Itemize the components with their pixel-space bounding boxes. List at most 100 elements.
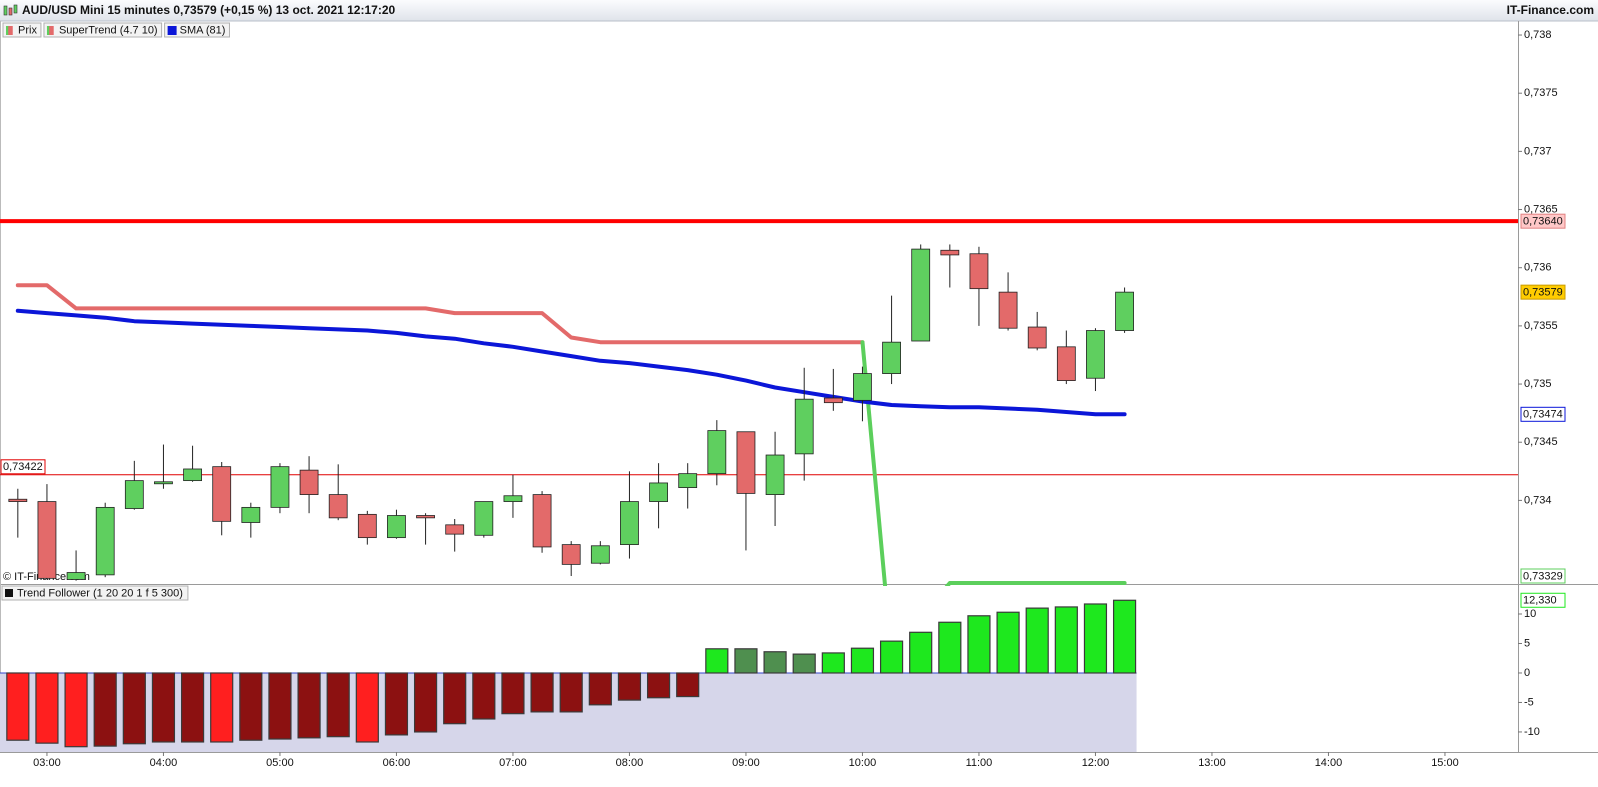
x-tick-label: 14:00 — [1315, 757, 1343, 769]
price-tag-box — [1520, 568, 1566, 584]
y-tick-label: 0 — [1524, 667, 1530, 679]
bar — [268, 672, 292, 740]
legend-item: SuperTrend (4.7 10) — [43, 22, 163, 38]
candle-body — [416, 515, 435, 519]
bar — [35, 672, 59, 744]
y-tick-label: 10 — [1524, 608, 1536, 620]
x-tick-label: 13:00 — [1198, 757, 1226, 769]
bar — [1083, 603, 1108, 674]
candle-body — [532, 494, 552, 548]
bar — [646, 672, 671, 699]
candle-body — [37, 501, 57, 579]
legend-label: Trend Follower (1 20 20 1 f 5 300) — [17, 587, 183, 599]
x-tick-label: 03:00 — [33, 757, 61, 769]
candle-body — [183, 468, 202, 482]
x-tick-label: 12:00 — [1082, 757, 1110, 769]
bar — [93, 672, 117, 747]
bar — [6, 672, 30, 741]
y-tick-label: 0,7365 — [1524, 203, 1558, 215]
bar — [879, 640, 904, 674]
bar — [559, 672, 583, 713]
candle-body — [911, 248, 931, 342]
price-tag: 12,330 — [1523, 595, 1557, 607]
legend-icon — [167, 26, 177, 35]
bar — [850, 647, 875, 674]
price-tag: 0,73474 — [1523, 409, 1563, 421]
y-tick-label: 0,737 — [1524, 145, 1552, 157]
bar — [967, 615, 991, 674]
legend-label: SuperTrend (4.7 10) — [59, 24, 158, 36]
candle-body — [998, 291, 1018, 329]
bar — [297, 672, 321, 739]
legend-icon — [49, 26, 54, 35]
legend-icon — [8, 26, 13, 35]
supertrend-line — [860, 340, 1127, 586]
y-tick-label: 0,738 — [1524, 29, 1552, 41]
header-bar — [0, 0, 1598, 21]
x-tick-label: 05:00 — [266, 757, 294, 769]
y-tick-label: -5 — [1524, 696, 1534, 708]
bar — [1112, 599, 1137, 674]
bar — [1054, 606, 1078, 674]
bar — [792, 653, 816, 674]
bar — [763, 651, 787, 674]
header-icon — [8, 7, 13, 16]
y-tick-label: 0,7375 — [1524, 87, 1558, 99]
price-plot — [0, 219, 1518, 586]
candle-body — [590, 545, 610, 564]
candle-body — [445, 524, 465, 535]
price-tag: 0,73329 — [1523, 570, 1563, 582]
bar — [501, 672, 525, 715]
x-tick-label: 09:00 — [732, 757, 760, 769]
supertrend-line — [15, 283, 865, 345]
bar — [1025, 607, 1049, 674]
header-icon — [3, 5, 8, 16]
bar — [676, 672, 700, 698]
price-tag-box — [1520, 406, 1566, 422]
candle-body — [620, 501, 639, 546]
legend-item: Prix — [2, 22, 42, 38]
brand: IT-Finance.com — [1507, 3, 1594, 17]
legend-label: SMA (81) — [180, 24, 226, 36]
chart-title: AUD/USD Mini 15 minutes 0,73579 (+0,15 %… — [22, 3, 395, 17]
candle-body — [357, 513, 377, 539]
bar — [326, 672, 350, 738]
y-tick-label: 5 — [1524, 637, 1530, 649]
price-tag: 0,73579 — [1523, 287, 1563, 299]
bar — [472, 672, 496, 720]
candle-body — [154, 481, 173, 485]
candle-body — [474, 501, 494, 536]
x-tick-label: 04:00 — [150, 757, 178, 769]
x-tick-label: 10:00 — [849, 757, 877, 769]
bar — [122, 672, 146, 745]
bar — [180, 672, 205, 743]
candle-body — [853, 373, 872, 401]
candle-body — [1027, 326, 1047, 349]
price-tag: 0,73422 — [3, 461, 43, 473]
candle-body — [736, 431, 756, 494]
candle-body — [8, 498, 28, 502]
bar — [355, 672, 379, 743]
legend-item: SMA (81) — [164, 22, 230, 38]
candle-body — [387, 515, 406, 539]
candle-body — [66, 572, 86, 580]
legend-item: Trend Follower (1 20 20 1 f 5 300) — [1, 585, 189, 601]
candle-body — [823, 397, 843, 404]
bar — [384, 672, 409, 736]
price-tag-box — [0, 459, 46, 475]
price-tag-box — [1520, 213, 1566, 229]
candle-body — [940, 249, 960, 256]
candle-body — [882, 341, 901, 374]
header-icon — [13, 4, 18, 14]
candle-body — [707, 430, 727, 475]
y-tick-label: 0,7345 — [1524, 436, 1558, 448]
x-tick-label: 11:00 — [966, 757, 993, 769]
y-tick-label: -10 — [1524, 726, 1540, 738]
bar — [909, 631, 933, 674]
bar — [821, 652, 845, 674]
candle-body — [241, 506, 261, 523]
y-tick-label: 0,736 — [1524, 262, 1552, 274]
candle-body — [328, 494, 348, 519]
candle-body — [794, 398, 814, 455]
